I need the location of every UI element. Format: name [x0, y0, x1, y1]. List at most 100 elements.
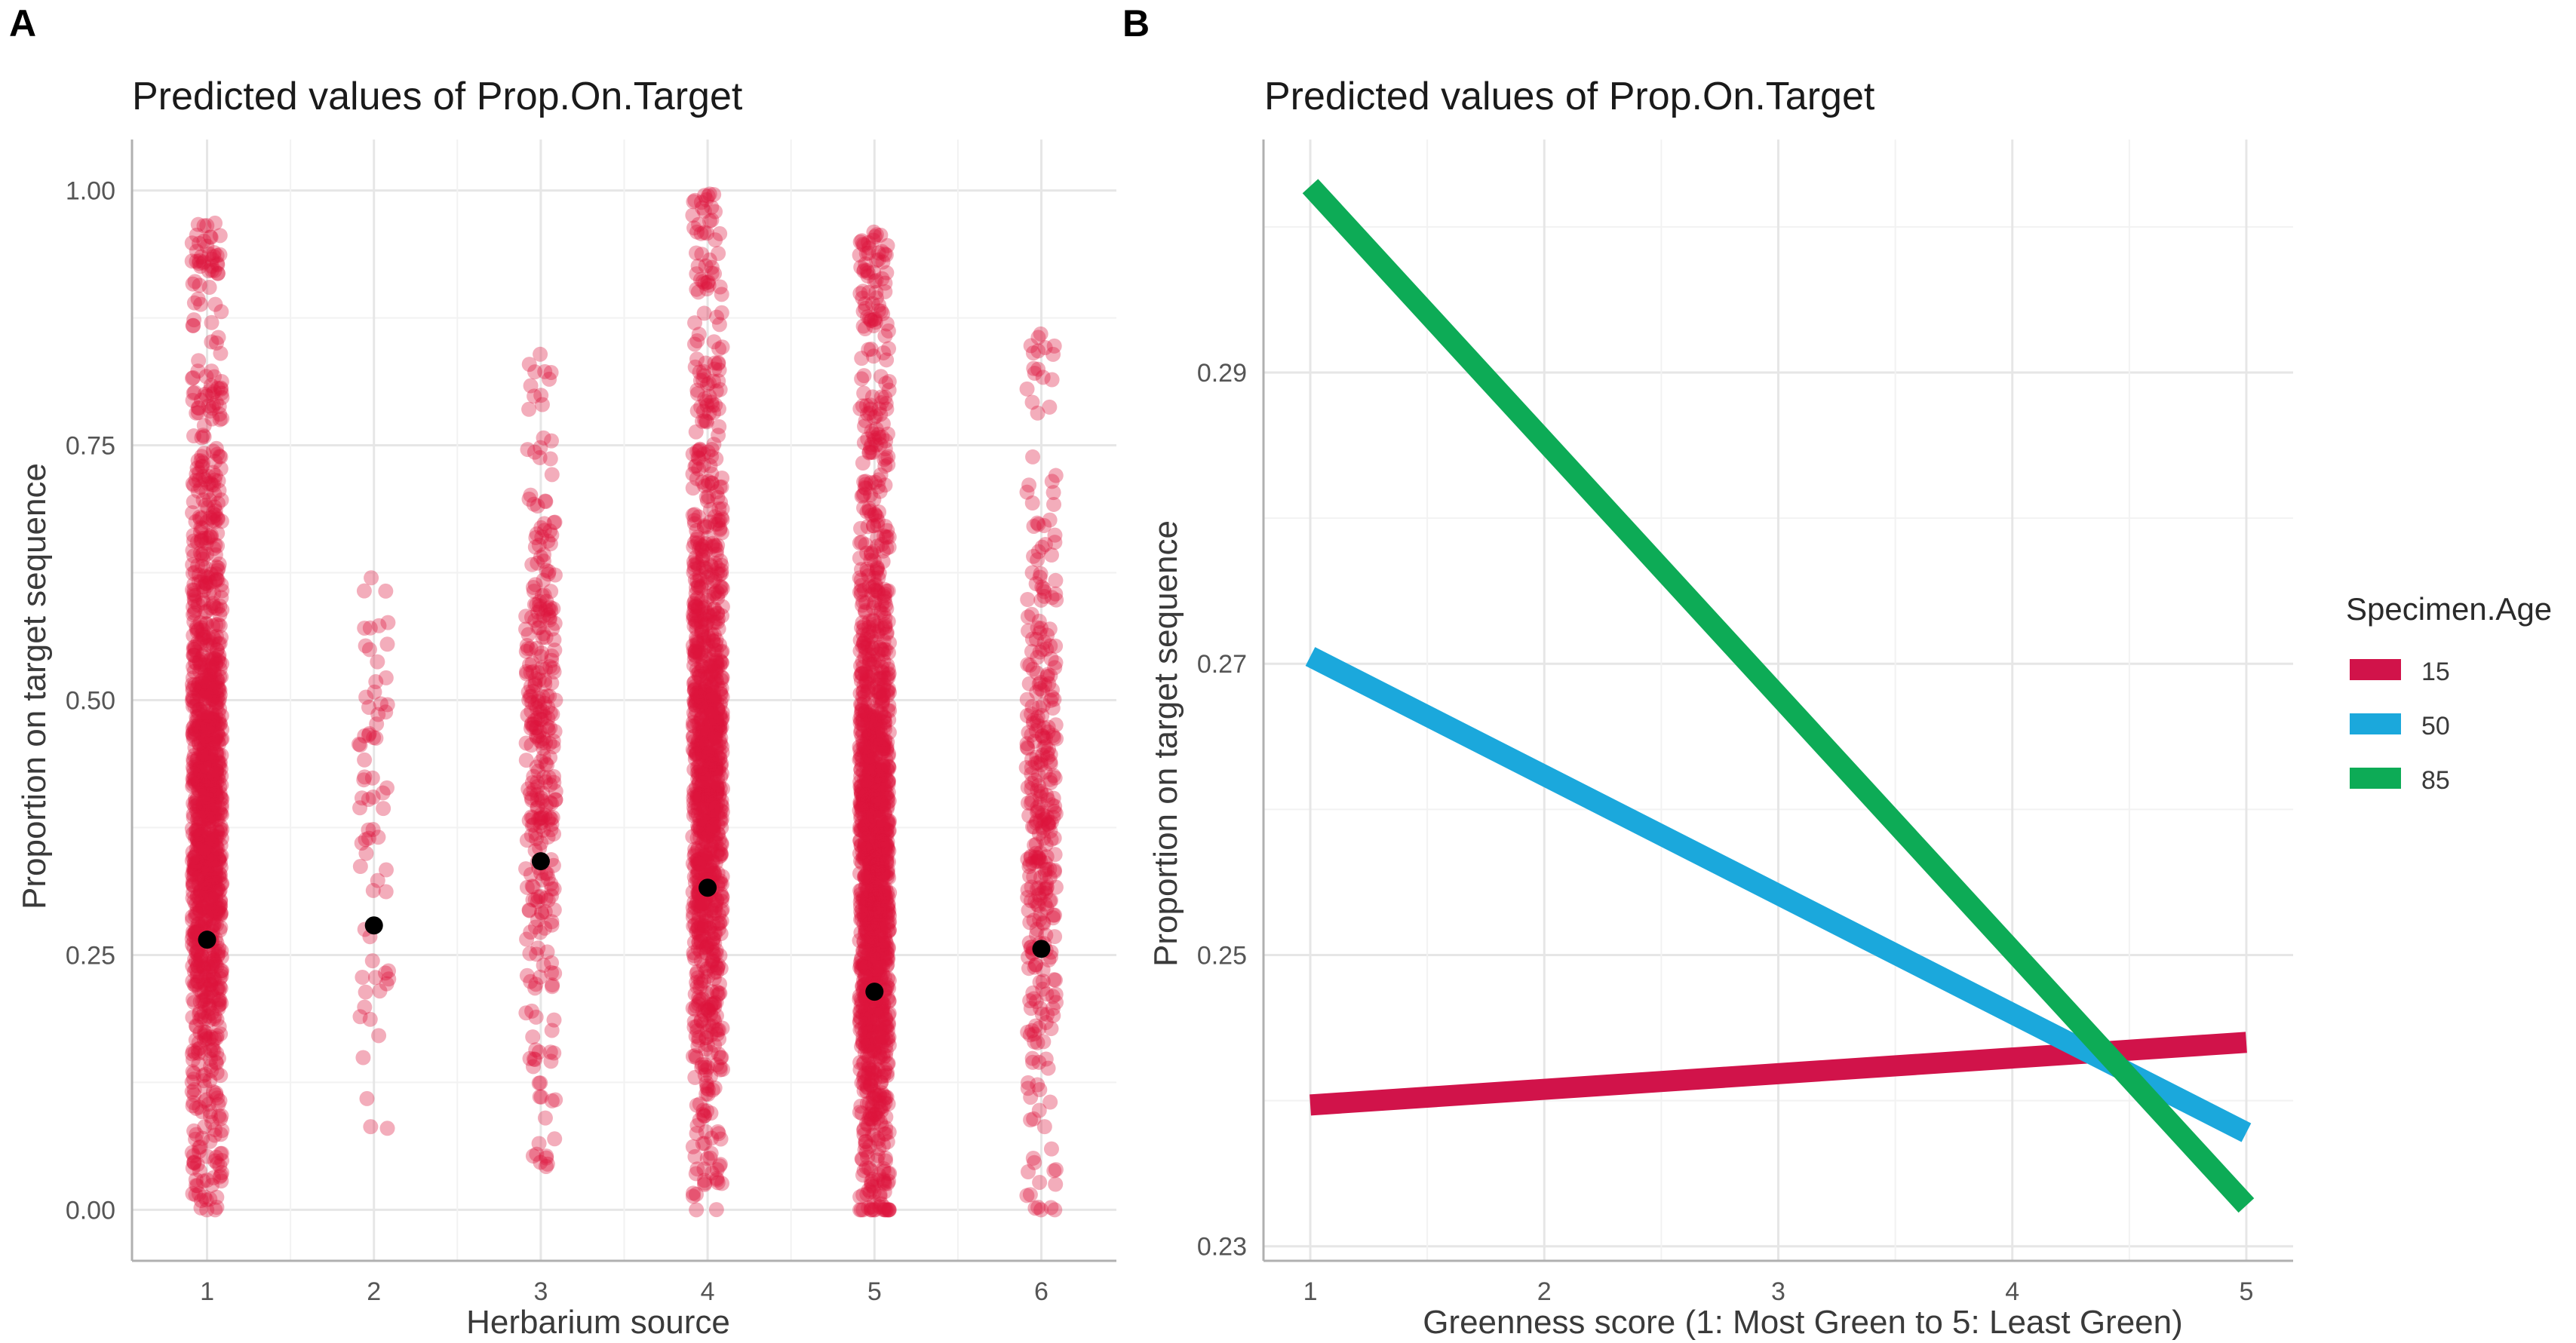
raw-data-point: [194, 510, 210, 526]
raw-data-point: [189, 466, 204, 482]
raw-data-point: [185, 727, 201, 743]
raw-data-point: [204, 675, 220, 691]
raw-data-point: [184, 1075, 200, 1090]
raw-data-point: [190, 943, 206, 959]
raw-data-point: [197, 1093, 213, 1109]
raw-data-point: [703, 557, 719, 573]
raw-data-point: [714, 557, 729, 573]
raw-data-point: [211, 647, 227, 663]
raw-data-point: [545, 857, 561, 873]
raw-data-point: [535, 810, 551, 826]
raw-data-point: [699, 999, 715, 1015]
raw-data-point: [697, 1108, 713, 1124]
panel-b-y-tick-label: 0.27: [1197, 650, 1247, 679]
raw-data-point: [535, 704, 551, 719]
raw-data-point: [195, 704, 210, 720]
raw-data-point: [518, 643, 534, 659]
raw-data-point: [548, 1092, 563, 1108]
raw-data-point: [195, 823, 211, 839]
raw-data-point: [204, 751, 220, 767]
raw-data-point: [209, 805, 225, 821]
raw-data-point: [207, 884, 223, 900]
raw-data-point: [196, 739, 212, 755]
raw-data-point: [207, 1122, 223, 1138]
raw-data-point: [196, 630, 212, 645]
raw-data-point: [189, 644, 204, 660]
raw-data-point: [204, 833, 220, 849]
raw-data-point: [204, 687, 220, 703]
raw-data-point: [691, 911, 707, 927]
raw-data-point: [195, 799, 211, 814]
raw-data-point: [197, 878, 213, 894]
raw-data-point: [194, 430, 210, 446]
raw-data-point: [211, 852, 227, 868]
raw-data-point: [691, 461, 707, 477]
raw-data-point: [204, 251, 220, 267]
raw-data-point: [699, 820, 715, 836]
raw-data-point: [687, 917, 703, 933]
raw-data-point: [357, 752, 373, 768]
raw-data-point: [213, 796, 229, 812]
raw-data-point: [213, 837, 229, 853]
raw-data-point: [211, 866, 227, 882]
raw-data-point: [205, 770, 221, 786]
raw-data-point: [195, 993, 210, 1009]
raw-data-point: [190, 452, 206, 468]
raw-data-point: [196, 992, 212, 1007]
raw-data-point: [184, 253, 200, 269]
raw-data-point: [710, 866, 726, 882]
raw-data-point: [210, 753, 226, 769]
raw-data-point: [693, 953, 709, 969]
raw-data-point: [687, 645, 703, 661]
raw-data-point: [539, 944, 555, 960]
raw-data-point: [206, 477, 222, 493]
raw-data-point: [210, 256, 226, 271]
raw-data-point: [373, 696, 388, 712]
raw-data-point: [702, 388, 717, 404]
raw-data-point: [364, 953, 380, 969]
raw-data-point: [199, 238, 215, 254]
raw-data-point: [210, 881, 226, 897]
raw-data-point: [193, 660, 209, 676]
raw-data-point: [540, 812, 556, 828]
raw-data-point: [354, 790, 370, 806]
raw-data-point: [536, 547, 552, 563]
predicted-value-point: [531, 852, 550, 871]
raw-data-point: [210, 694, 226, 710]
raw-data-point: [542, 612, 557, 628]
raw-data-point: [696, 798, 712, 814]
raw-data-point: [545, 977, 560, 993]
raw-data-point: [202, 854, 218, 869]
raw-data-point: [200, 981, 216, 997]
raw-data-point: [193, 657, 209, 673]
raw-data-point: [539, 866, 555, 882]
raw-data-point: [199, 1202, 215, 1218]
panel-a-x-tick-label: 2: [367, 1277, 381, 1306]
raw-data-point: [207, 472, 223, 488]
raw-data-point: [194, 532, 210, 548]
raw-data-point: [204, 527, 220, 543]
raw-data-point: [545, 661, 560, 676]
raw-data-point: [689, 382, 705, 398]
raw-data-point: [207, 903, 223, 919]
raw-data-point: [185, 826, 201, 842]
raw-data-point: [207, 667, 223, 682]
raw-data-point: [201, 972, 216, 988]
raw-data-point: [1020, 882, 1036, 898]
raw-data-point: [526, 817, 542, 832]
raw-data-point: [538, 798, 554, 814]
raw-data-point: [187, 977, 203, 993]
raw-data-point: [527, 539, 543, 555]
raw-data-point: [213, 461, 229, 477]
raw-data-point: [690, 941, 706, 957]
raw-data-point: [696, 225, 712, 241]
raw-data-point: [193, 296, 209, 312]
raw-data-point: [184, 370, 200, 386]
raw-data-point: [691, 865, 707, 881]
raw-data-point: [199, 569, 215, 585]
raw-data-point: [192, 683, 208, 699]
raw-data-point: [698, 1001, 714, 1016]
raw-data-point: [521, 657, 537, 673]
raw-data-point: [198, 780, 213, 796]
raw-data-point: [188, 790, 204, 806]
